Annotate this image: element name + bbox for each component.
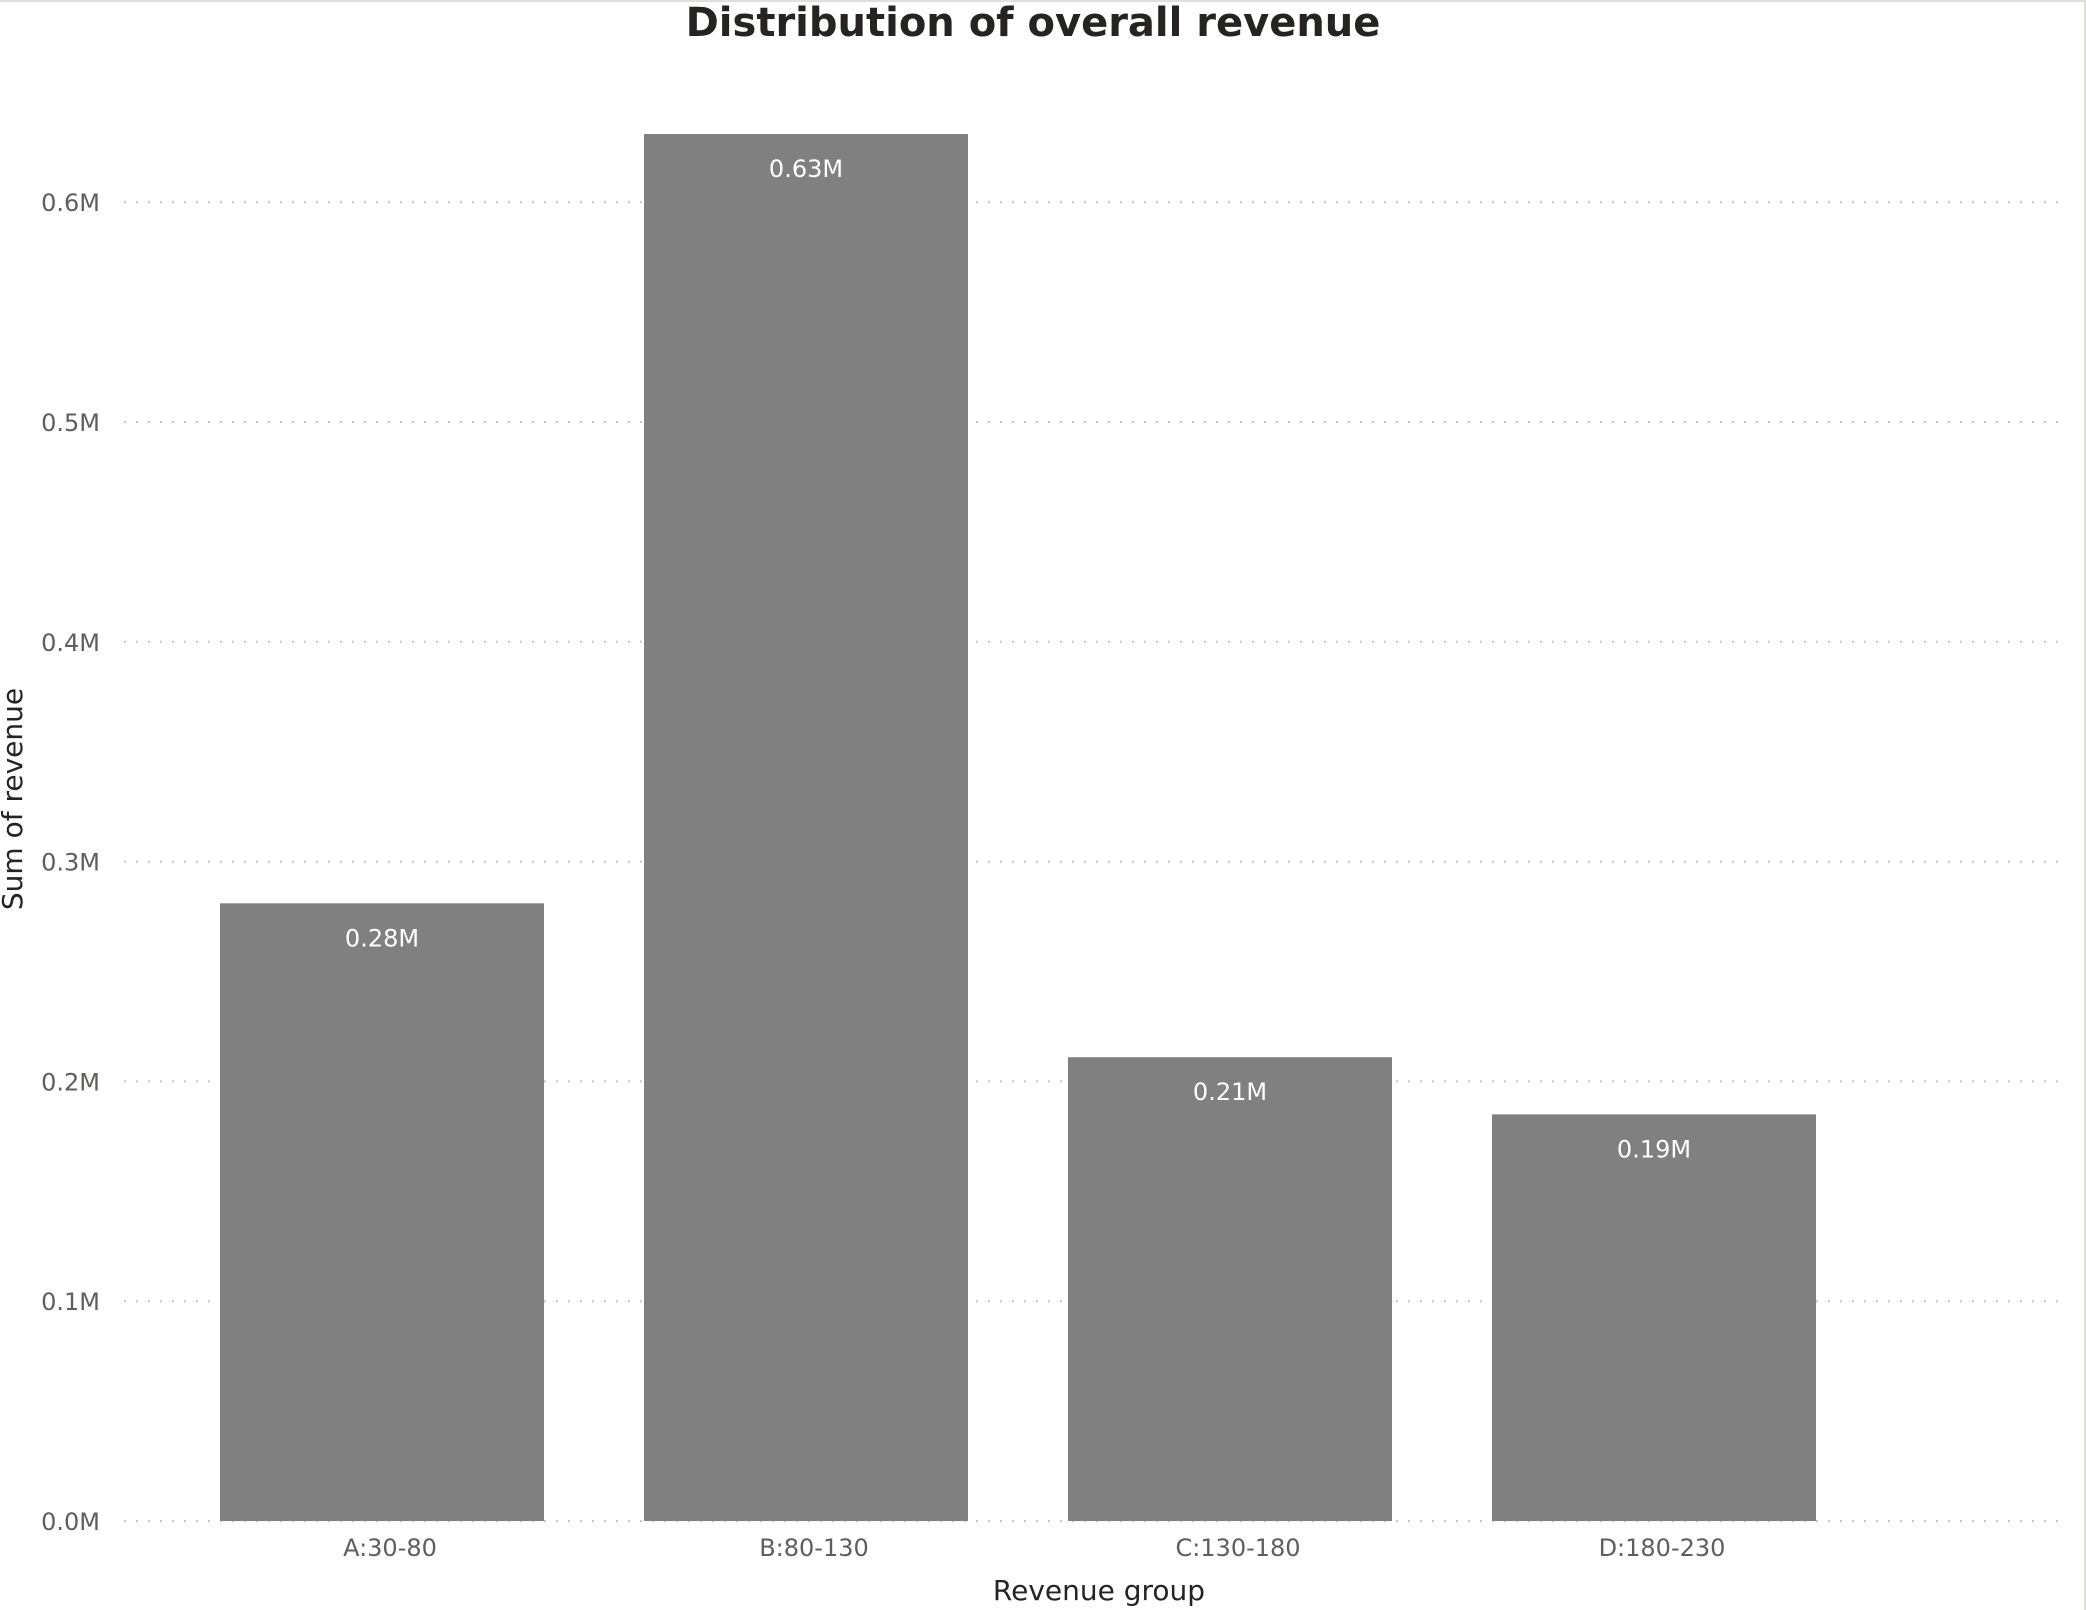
y-tick-label: 0.5M [41,409,100,437]
x-tick-label: D:180-230 [1599,1534,1726,1562]
bar [1068,1057,1392,1521]
y-tick-label: 0.1M [41,1288,100,1316]
y-tick-label: 0.6M [41,189,100,217]
data-label: 0.21M [1193,1078,1267,1106]
x-axis-title: Revenue group [993,1574,1205,1607]
data-label: 0.28M [345,924,419,952]
x-tick-label: B:80-130 [759,1534,869,1562]
y-tick-label: 0.4M [41,629,100,657]
bar [644,134,968,1521]
y-tick-label: 0.0M [41,1508,100,1536]
y-tick-label: 0.3M [41,849,100,877]
bar [220,903,544,1521]
x-tick-label: C:130-180 [1175,1534,1300,1562]
chart-title: Distribution of overall revenue [686,0,1381,46]
data-label: 0.19M [1617,1135,1691,1163]
data-labels: 0.28M 0.63M 0.21M 0.19M [345,155,1691,1163]
data-label: 0.63M [769,155,843,183]
y-tick-label: 0.2M [41,1068,100,1096]
x-axis-ticks: A:30-80 B:80-130 C:130-180 D:180-230 [343,1534,1725,1562]
y-axis-title: Sum of revenue [0,688,29,910]
x-tick-label: A:30-80 [343,1534,437,1562]
y-axis-ticks: 0.0M 0.1M 0.2M 0.3M 0.4M 0.5M 0.6M [41,189,100,1536]
bar [1492,1114,1816,1521]
bars [220,134,1816,1521]
